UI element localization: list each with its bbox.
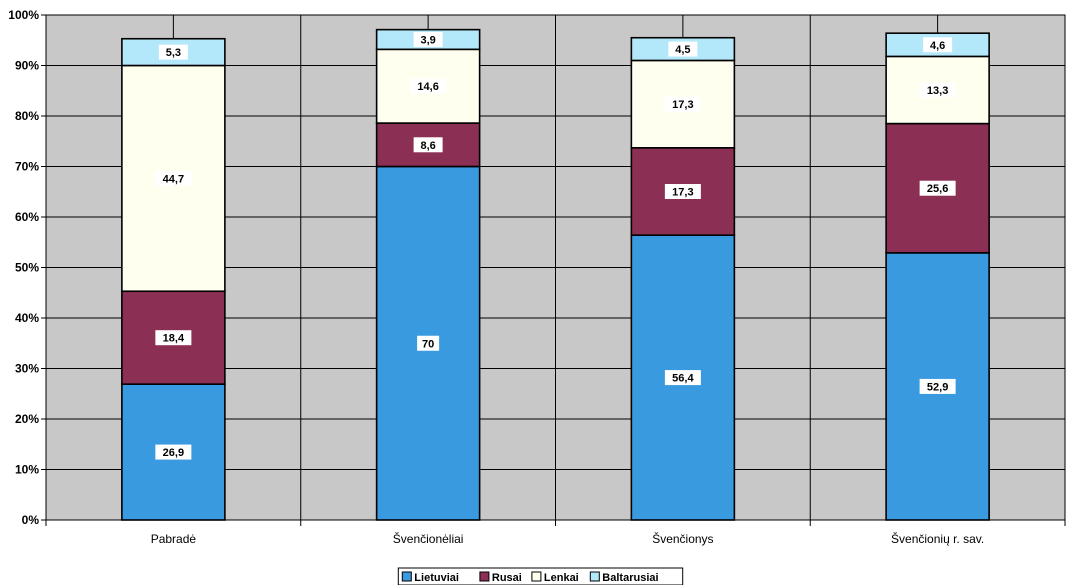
y-tick-label: 0% bbox=[22, 513, 40, 527]
data-label: 3,9 bbox=[420, 34, 435, 46]
data-label: 17,3 bbox=[672, 99, 693, 111]
legend-label: Lietuviai bbox=[414, 572, 459, 584]
data-label: 14,6 bbox=[417, 81, 438, 93]
data-label-box bbox=[664, 370, 701, 386]
data-label: 17,3 bbox=[672, 186, 693, 198]
data-label-box bbox=[919, 180, 956, 196]
data-label-box bbox=[413, 137, 443, 153]
data-label-box bbox=[668, 41, 698, 57]
legend-label: Lenkai bbox=[544, 572, 579, 584]
data-label: 56,4 bbox=[672, 373, 694, 385]
data-label: 13,3 bbox=[927, 85, 948, 97]
data-label: 44,7 bbox=[163, 173, 184, 185]
data-label-box bbox=[919, 82, 956, 98]
data-label-box bbox=[155, 170, 192, 186]
data-label-box bbox=[919, 378, 956, 394]
data-label: 26,9 bbox=[163, 447, 184, 459]
data-label: 5,3 bbox=[166, 47, 181, 59]
y-tick-label: 10% bbox=[15, 463, 39, 477]
y-tick-label: 100% bbox=[8, 8, 39, 22]
y-tick-label: 40% bbox=[15, 311, 39, 325]
y-tick-label: 20% bbox=[15, 412, 39, 426]
legend-swatch bbox=[589, 571, 600, 582]
category-label: Švenčionėliai bbox=[393, 531, 464, 546]
y-tick-label: 70% bbox=[15, 160, 39, 174]
data-label-box bbox=[158, 44, 188, 60]
y-tick-label: 80% bbox=[15, 109, 39, 123]
data-label-box bbox=[413, 31, 443, 47]
data-label: 18,4 bbox=[163, 333, 185, 345]
data-label: 8,6 bbox=[420, 140, 435, 152]
y-tick-label: 90% bbox=[15, 59, 39, 73]
data-label-box bbox=[155, 444, 192, 460]
legend-label: Baltarusiai bbox=[602, 572, 658, 584]
legend-swatch bbox=[479, 571, 490, 582]
legend-swatch bbox=[401, 571, 412, 582]
y-tick-label: 60% bbox=[15, 210, 39, 224]
y-tick-label: 30% bbox=[15, 362, 39, 376]
data-label-box bbox=[410, 78, 447, 94]
legend: Lietuviai Rusai Lenkai Baltarusiai bbox=[397, 567, 684, 585]
data-label: 4,5 bbox=[675, 44, 690, 56]
data-label-box bbox=[664, 183, 701, 199]
data-label-box bbox=[155, 330, 192, 346]
data-label: 52,9 bbox=[927, 381, 948, 393]
legend-label: Rusai bbox=[492, 572, 522, 584]
data-label-box bbox=[417, 335, 440, 351]
category-label: Pabradė bbox=[151, 532, 197, 546]
data-label: 70 bbox=[422, 338, 434, 350]
data-label: 4,6 bbox=[930, 40, 945, 52]
data-label-box bbox=[664, 96, 701, 112]
category-label: Švenčionys bbox=[652, 531, 713, 546]
data-label-box bbox=[923, 37, 953, 53]
y-tick-label: 50% bbox=[15, 261, 39, 275]
category-label: Švenčionių r. sav. bbox=[891, 531, 984, 546]
legend-swatch bbox=[531, 571, 542, 582]
data-label: 25,6 bbox=[927, 183, 948, 195]
